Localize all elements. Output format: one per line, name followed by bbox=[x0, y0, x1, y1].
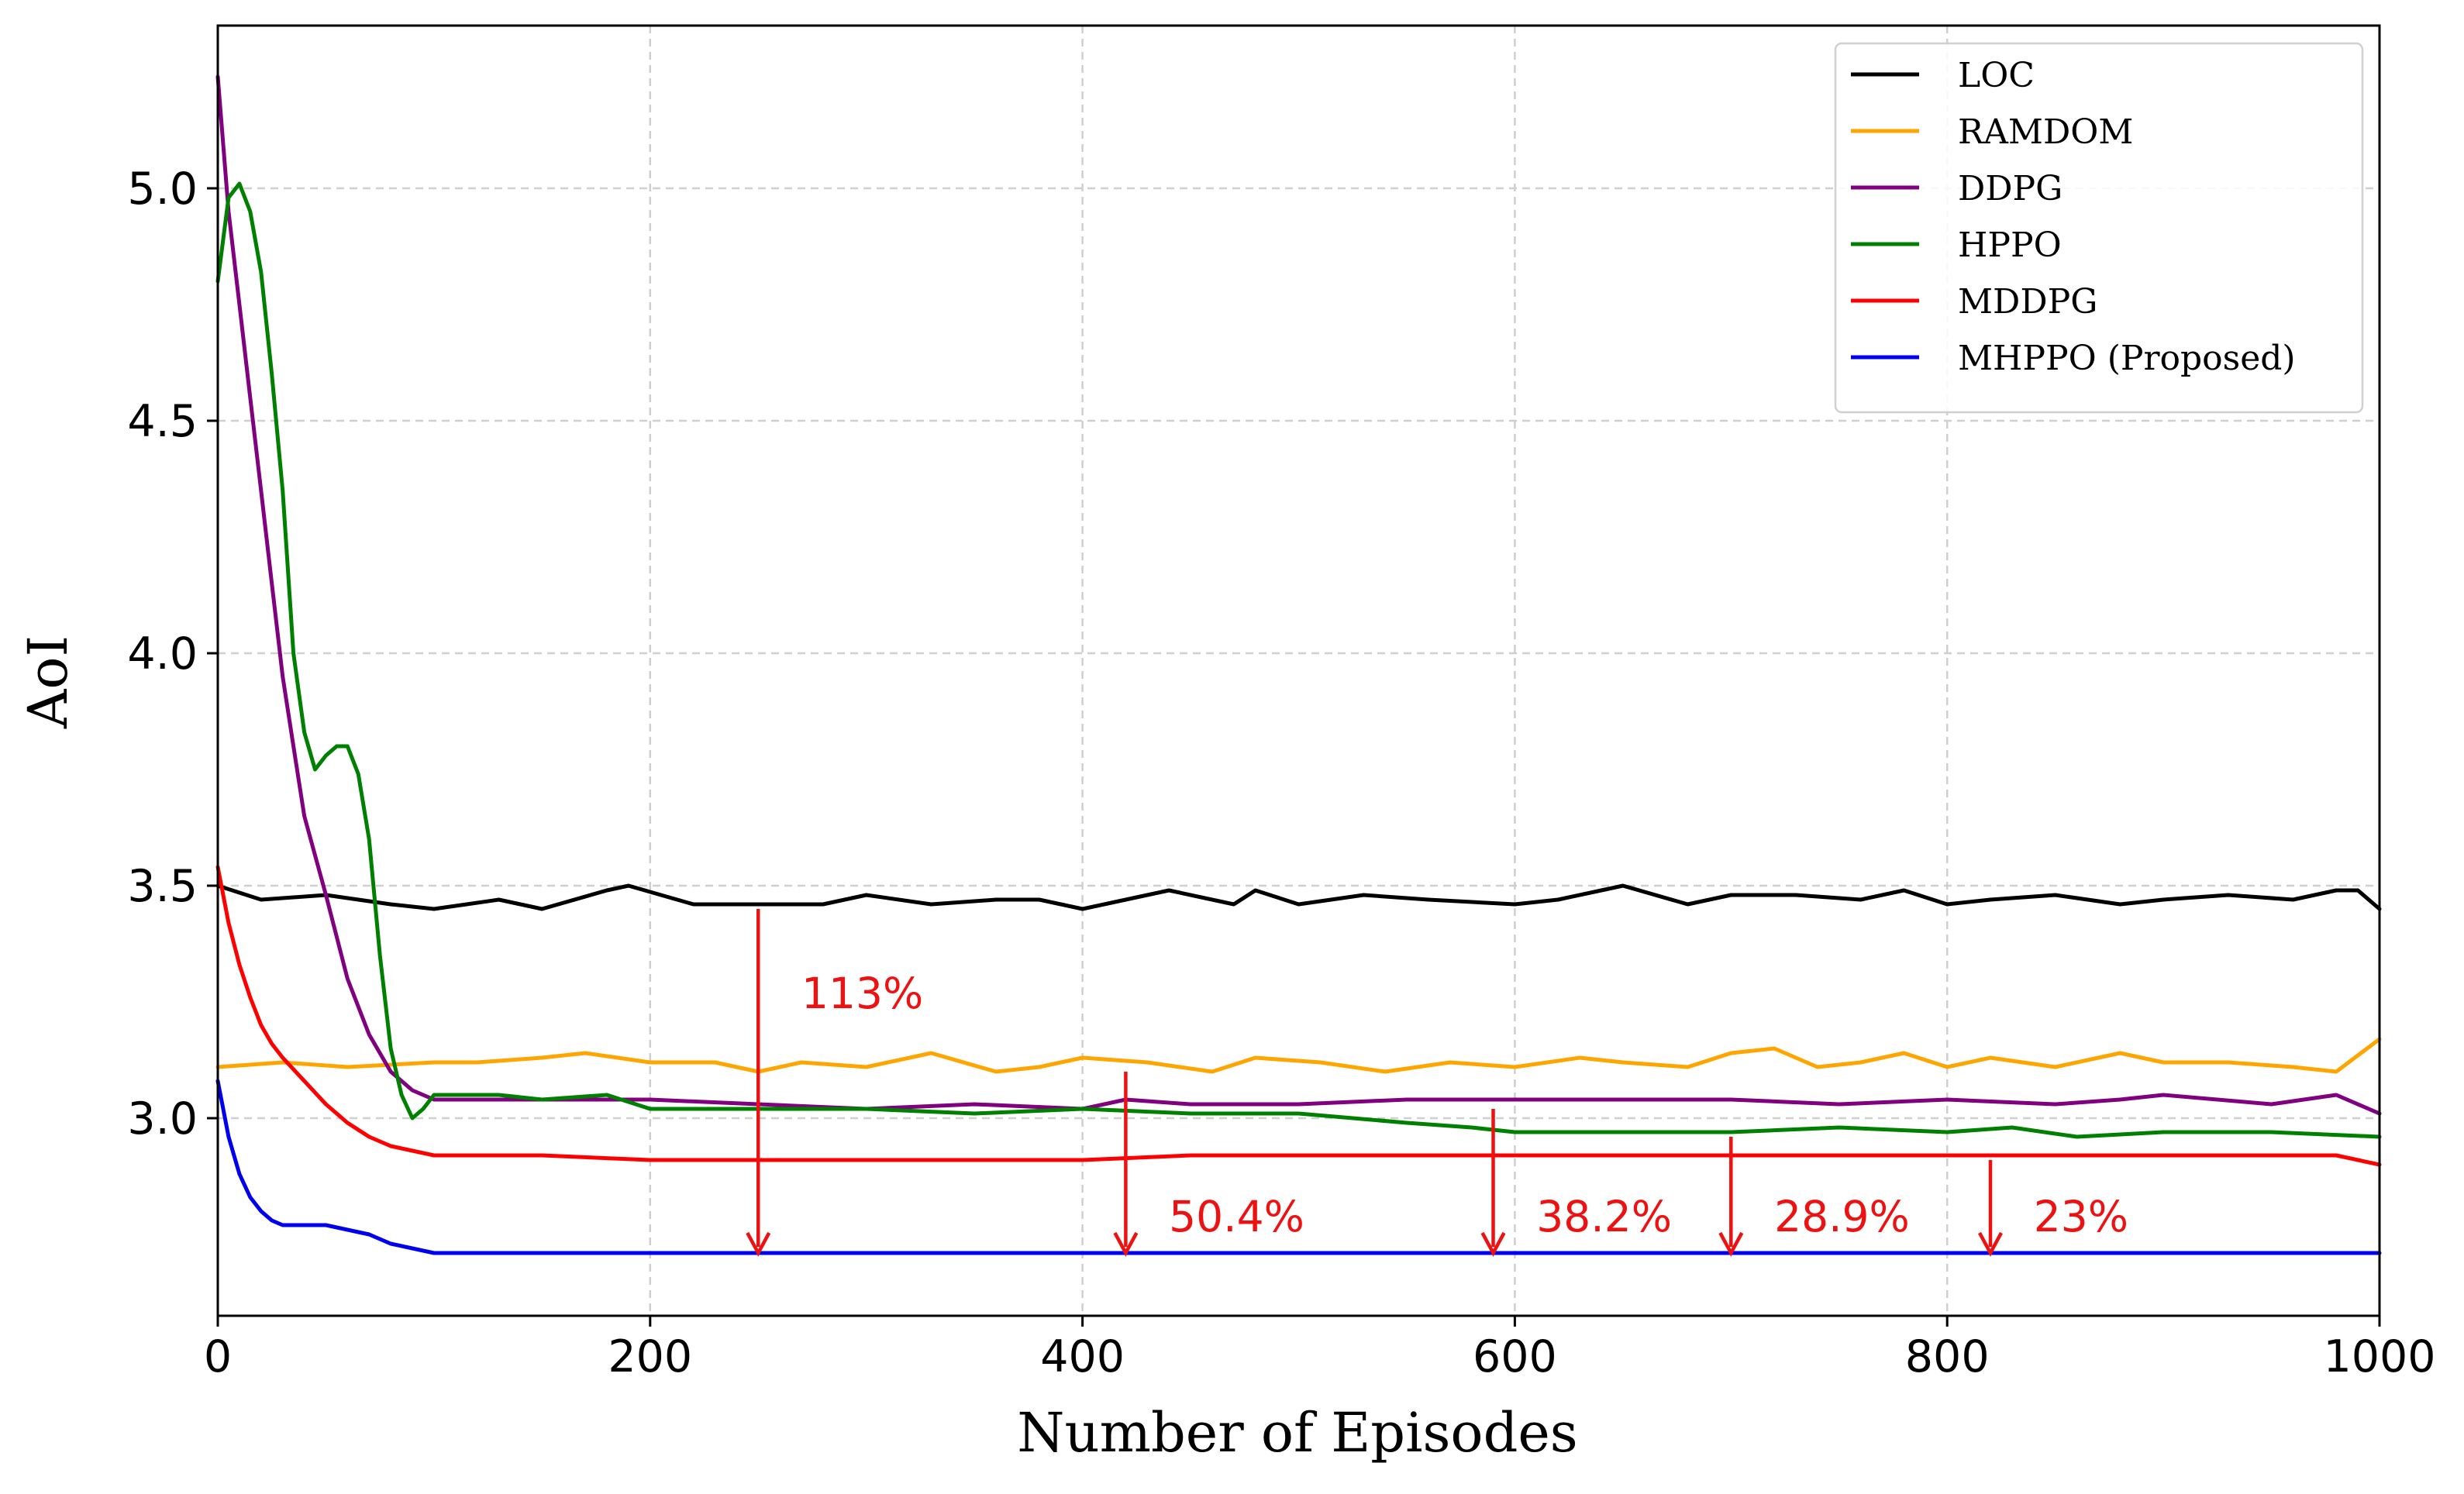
series-line-mhppo-proposed bbox=[215, 1079, 2382, 1255]
y-tick-label: 4.5 bbox=[127, 396, 198, 447]
series-line-ramdom bbox=[215, 1037, 2382, 1074]
x-tick-label: 200 bbox=[608, 1331, 692, 1382]
y-tick-label: 5.0 bbox=[127, 164, 198, 215]
legend-box bbox=[1834, 42, 2364, 414]
annotation-arrow-head bbox=[1113, 1231, 1139, 1257]
annotation-arrow-head bbox=[1977, 1231, 2003, 1257]
series-layer bbox=[215, 74, 2382, 1255]
x-axis-title: Number of Episodes bbox=[1017, 1401, 1577, 1465]
y-tick-label: 4.0 bbox=[127, 628, 198, 680]
y-tick-label: 3.0 bbox=[127, 1093, 198, 1145]
y-axis-title: AoI bbox=[16, 635, 80, 729]
annotation-arrow-head bbox=[746, 1231, 771, 1257]
legend-label: RAMDOM bbox=[1958, 112, 2133, 152]
annotation-layer: 113% 50.4% 38.2% 28.9% 23% bbox=[746, 909, 2128, 1257]
legend: LOC RAMDOM DDPG HPPO MDDPG MHPPO (Proposed) bbox=[1834, 42, 2364, 414]
legend-label: LOC bbox=[1958, 56, 2035, 95]
legend-label: MHPPO (Proposed) bbox=[1958, 339, 2296, 378]
annotation-label: 28.9% bbox=[1774, 1192, 1910, 1241]
series-line-ddpg bbox=[215, 74, 2382, 1116]
axis-ticks: 0 200 400 600 800 1000 3.0 3.5 4.0 4.5 5.0 bbox=[127, 164, 2435, 1382]
legend-label: HPPO bbox=[1958, 225, 2062, 265]
x-tick-label: 400 bbox=[1040, 1331, 1125, 1382]
legend-label: DDPG bbox=[1958, 169, 2063, 208]
x-tick-label: 600 bbox=[1473, 1331, 1557, 1382]
annotation-label: 50.4% bbox=[1169, 1192, 1304, 1241]
annotation-arrow-head bbox=[1480, 1231, 1506, 1257]
annotation-label: 113% bbox=[801, 969, 923, 1018]
x-tick-label: 800 bbox=[1905, 1331, 1990, 1382]
legend-label: MDDPG bbox=[1958, 282, 2097, 322]
annotation-arrow-head bbox=[1718, 1231, 1744, 1257]
x-tick-label: 1000 bbox=[2323, 1331, 2435, 1382]
annotation-label: 38.2% bbox=[1536, 1192, 1672, 1241]
annotation-label: 23% bbox=[2034, 1192, 2128, 1241]
series-line-loc bbox=[215, 883, 2382, 911]
y-tick-label: 3.5 bbox=[127, 861, 198, 912]
series-line-hppo bbox=[215, 181, 2382, 1139]
plot-frame bbox=[216, 24, 2381, 1317]
x-tick-label: 0 bbox=[204, 1331, 232, 1382]
